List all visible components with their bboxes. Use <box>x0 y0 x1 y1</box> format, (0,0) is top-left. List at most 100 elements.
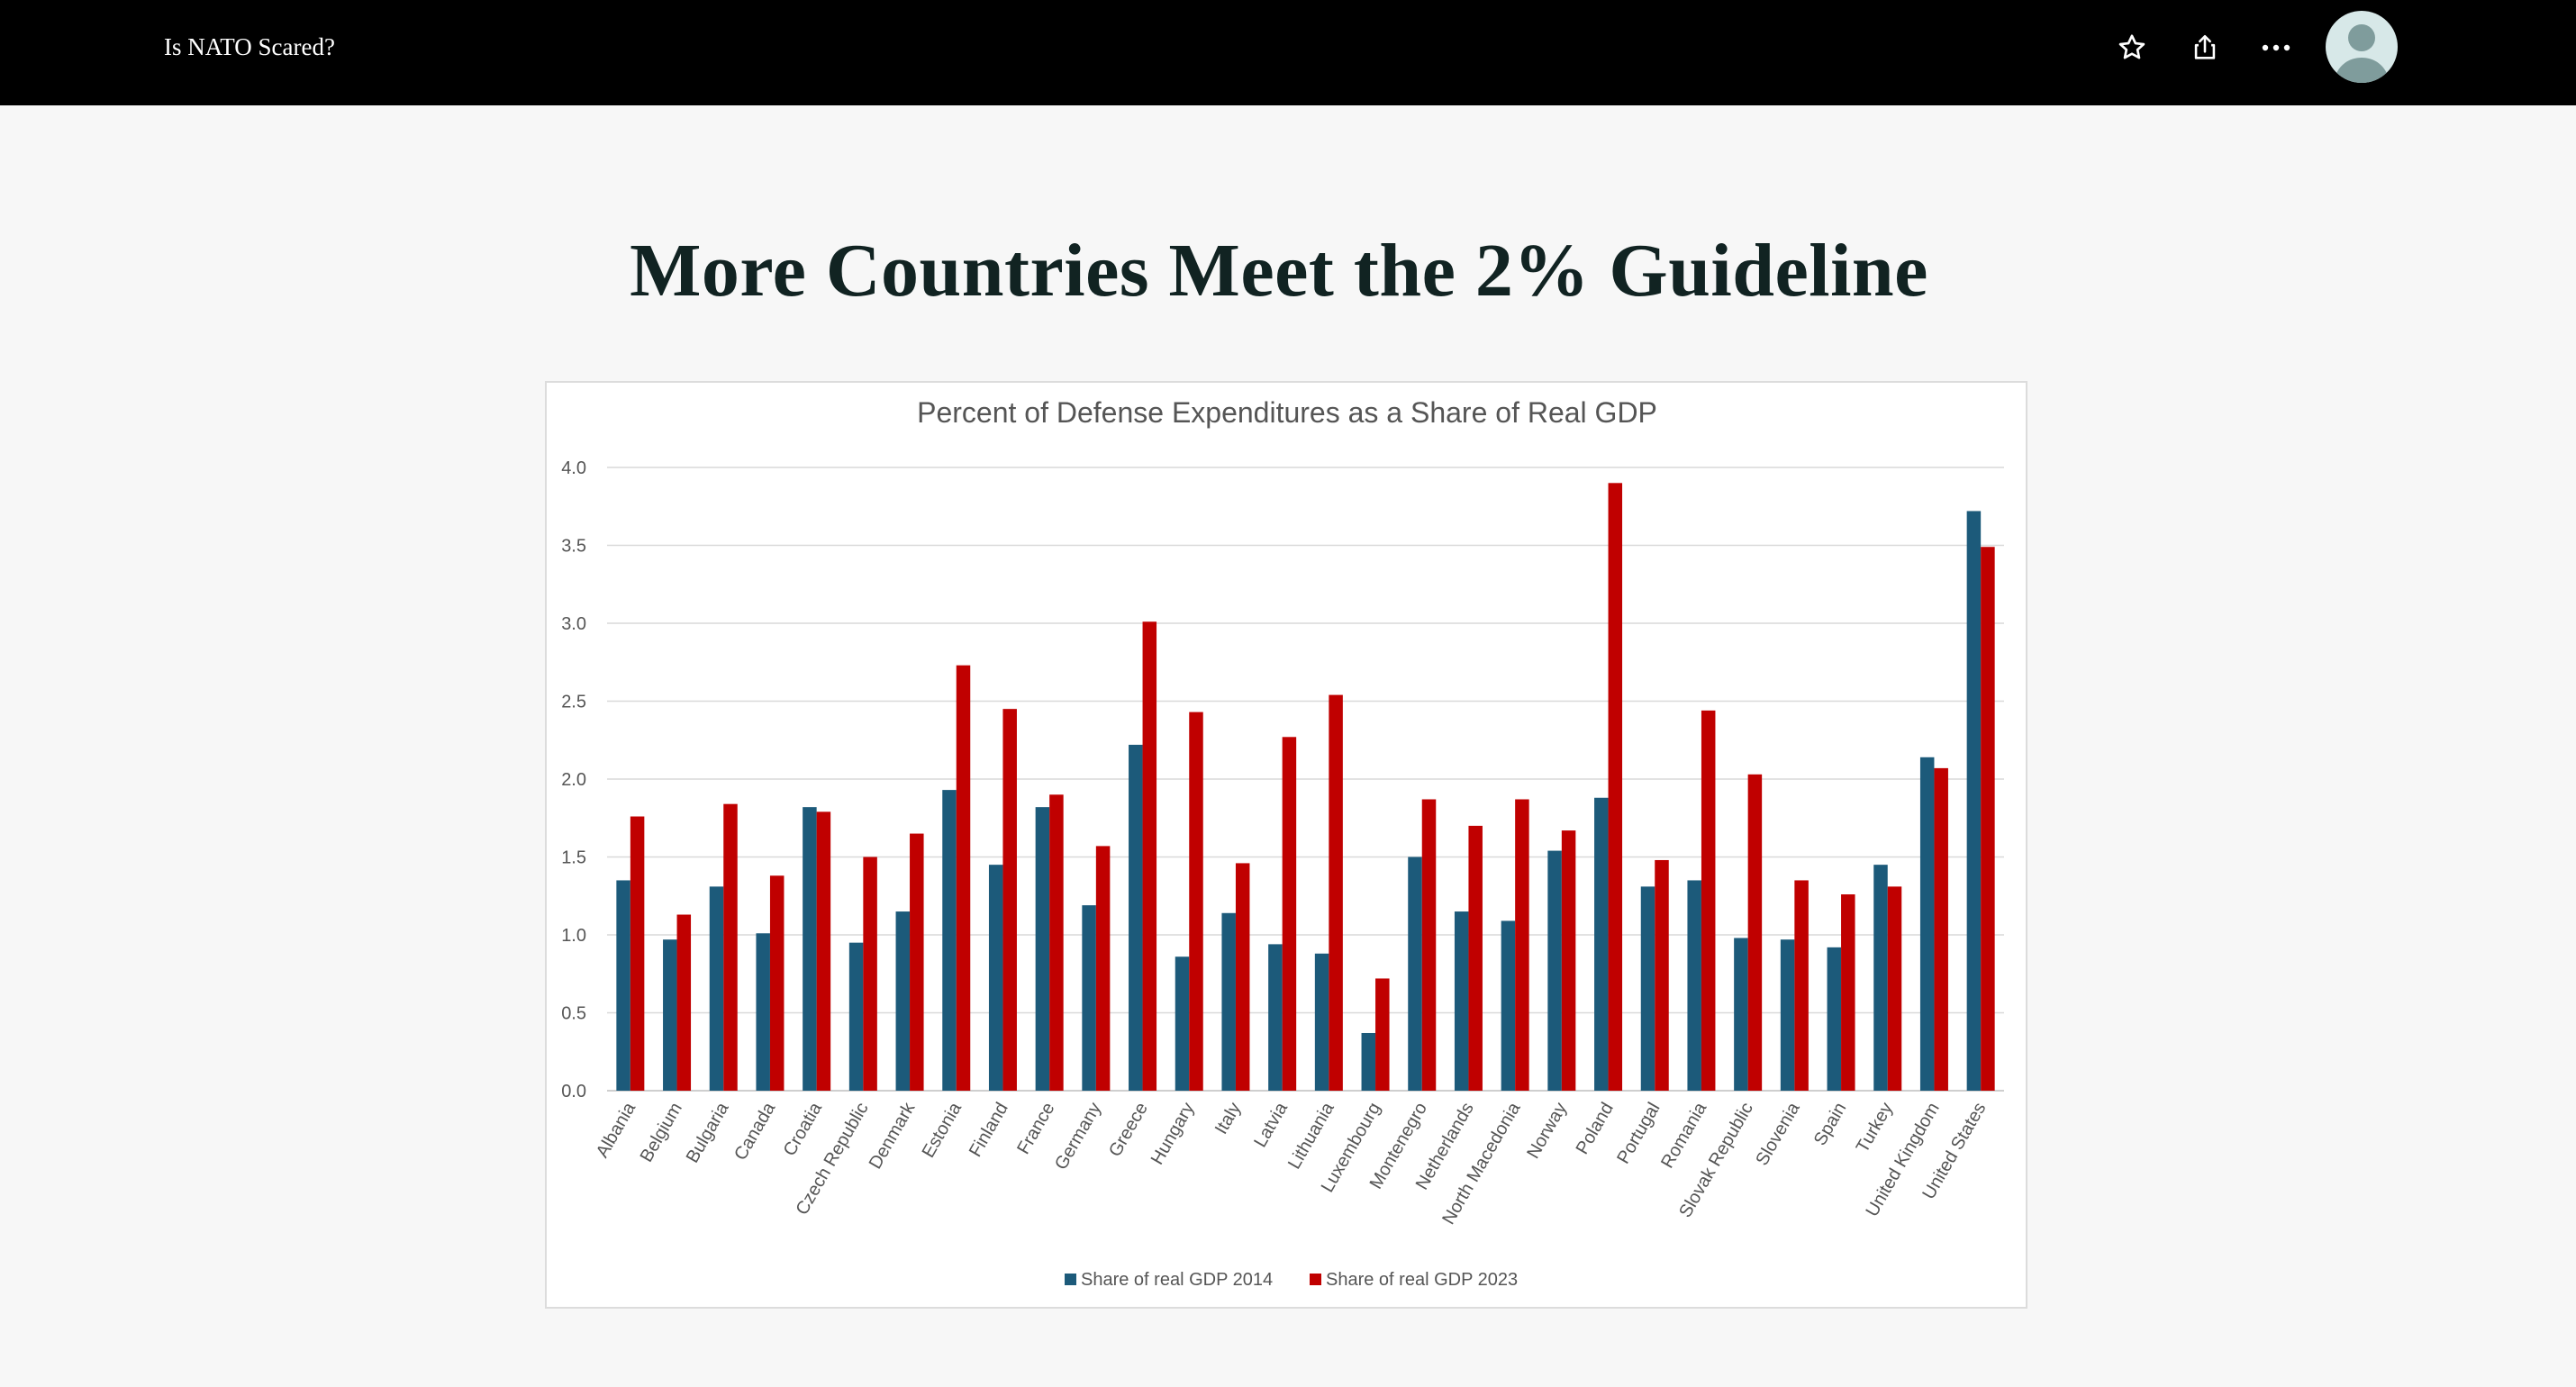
bar-2014 <box>895 911 911 1091</box>
bar-2023 <box>676 914 692 1091</box>
x-tick-label: Italy <box>1211 1100 1245 1138</box>
bar-2014 <box>1966 511 1982 1091</box>
document-title: Is NATO Scared? <box>164 33 335 60</box>
y-tick-label: 0.0 <box>561 1082 586 1101</box>
user-avatar-icon <box>2333 24 2390 83</box>
more-icon <box>2262 44 2290 51</box>
bar-2023 <box>910 833 924 1091</box>
star-icon <box>2118 34 2145 59</box>
y-tick-label: 1.5 <box>561 848 586 868</box>
bar-2014 <box>1454 911 1469 1091</box>
x-tick-label: Slovenia <box>1752 1099 1804 1169</box>
user-avatar[interactable] <box>2326 11 2398 83</box>
bar-2023 <box>1887 886 1902 1091</box>
x-tick-label: Bulgaria <box>683 1099 733 1166</box>
bar-2014 <box>1734 938 1748 1091</box>
page-title: More Countries Meet the 2% Guideline <box>630 229 1928 313</box>
bar-2023 <box>1329 694 1343 1091</box>
chart-title: Percent of Defense Expenditures as a Sha… <box>917 396 1657 429</box>
bar-2023 <box>630 816 645 1091</box>
bar-2014 <box>1221 912 1236 1091</box>
bar-2014 <box>1082 905 1096 1091</box>
bar-2014 <box>1873 865 1888 1091</box>
bar-2014 <box>848 942 864 1091</box>
bar-2023 <box>1142 621 1157 1091</box>
bar-2014 <box>1687 880 1701 1091</box>
x-tick-label: France <box>1013 1100 1058 1158</box>
bar-2023 <box>1608 483 1623 1091</box>
bar-2014 <box>1268 944 1283 1091</box>
bar-2014 <box>1547 850 1562 1091</box>
bar-2014 <box>1408 857 1422 1091</box>
bar-2014 <box>1129 744 1143 1091</box>
bar-2023 <box>1794 880 1809 1091</box>
x-tick-label: Lithuania <box>1284 1099 1338 1173</box>
bar-2014 <box>1035 807 1050 1091</box>
legend-label: Share of real GDP 2023 <box>1326 1270 1518 1290</box>
legend-swatch <box>1065 1274 1076 1285</box>
y-tick-label: 3.5 <box>561 537 586 557</box>
bar-2023 <box>1002 709 1017 1091</box>
more-options-button[interactable] <box>2251 25 2301 70</box>
bar-2023 <box>1701 710 1716 1091</box>
chart-card: Percent of Defense Expenditures as a Sha… <box>545 381 2027 1309</box>
bar-2023 <box>723 803 738 1091</box>
bar-2023 <box>1655 859 1669 1091</box>
bar-2014 <box>1314 953 1329 1091</box>
share-icon <box>2194 34 2216 59</box>
x-tick-label: Greece <box>1105 1100 1152 1161</box>
bar-2014 <box>1501 920 1516 1091</box>
legend-swatch <box>1310 1274 1321 1285</box>
x-tick-label: Poland <box>1573 1100 1618 1158</box>
bar-2014 <box>616 880 630 1091</box>
x-tick-label: Romania <box>1657 1099 1711 1172</box>
bar-2014 <box>709 886 724 1091</box>
bar-2014 <box>1175 956 1190 1091</box>
bar-2023 <box>1747 774 1763 1091</box>
bar-2023 <box>1981 547 1995 1091</box>
favorite-button[interactable] <box>2107 25 2157 70</box>
bar-2014 <box>756 933 770 1091</box>
x-tick-label: Belgium <box>637 1100 686 1166</box>
x-tick-label: Spain <box>1810 1100 1851 1149</box>
share-button[interactable] <box>2180 25 2230 70</box>
bar-2014 <box>1919 757 1935 1091</box>
x-tick-label: Portugal <box>1613 1100 1664 1168</box>
bar-2023 <box>1375 978 1390 1091</box>
legend-label: Share of real GDP 2014 <box>1081 1270 1273 1290</box>
bar-2023 <box>769 875 785 1091</box>
bar-2014 <box>988 865 1003 1091</box>
bar-2014 <box>1640 886 1655 1091</box>
bar-2014 <box>803 807 817 1091</box>
y-tick-label: 0.5 <box>561 1004 586 1024</box>
bar-2023 <box>1189 712 1203 1091</box>
x-tick-label: Norway <box>1523 1100 1571 1163</box>
y-tick-label: 2.0 <box>561 770 586 790</box>
bar-2023 <box>816 811 831 1091</box>
bar-2023 <box>1515 799 1529 1091</box>
bar-2014 <box>1361 1032 1376 1091</box>
x-tick-label: Germany <box>1051 1100 1105 1174</box>
bar-2023 <box>1934 767 1948 1091</box>
bar-2023 <box>1561 830 1576 1091</box>
bar-2023 <box>1468 825 1483 1091</box>
bar-chart: Percent of Defense Expenditures as a Sha… <box>561 396 2004 1290</box>
x-tick-label: Turkey <box>1853 1100 1897 1156</box>
x-tick-label: Finland <box>966 1100 1012 1161</box>
x-tick-label: Canada <box>730 1099 780 1164</box>
bar-2014 <box>663 939 677 1091</box>
y-tick-label: 2.5 <box>561 693 586 712</box>
bar-2023 <box>1235 863 1250 1091</box>
x-tick-label: Albania <box>593 1099 640 1162</box>
bar-2023 <box>1049 794 1064 1091</box>
x-tick-label: Latvia <box>1250 1099 1292 1151</box>
top-bar: Is NATO Scared? <box>0 0 2576 105</box>
bar-2023 <box>1282 737 1297 1091</box>
bar-2023 <box>863 857 877 1091</box>
x-tick-label: Denmark <box>866 1099 920 1173</box>
bar-2023 <box>1095 846 1111 1091</box>
y-tick-label: 3.0 <box>561 614 586 634</box>
y-tick-label: 4.0 <box>561 458 586 478</box>
x-tick-label: Estonia <box>919 1099 966 1162</box>
bar-2014 <box>942 790 957 1091</box>
